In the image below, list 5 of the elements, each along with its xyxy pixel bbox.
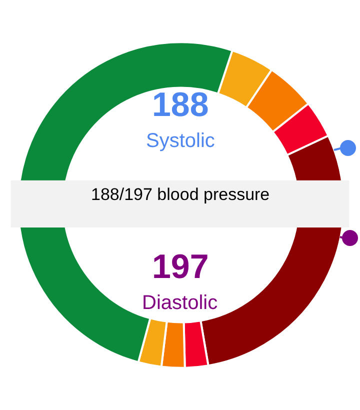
text: 188 (152, 86, 209, 124)
text: Systolic (146, 130, 215, 152)
text: 188/197 blood pressure (91, 185, 270, 204)
text: Diastolic (142, 292, 218, 314)
text: 197 (152, 248, 209, 286)
